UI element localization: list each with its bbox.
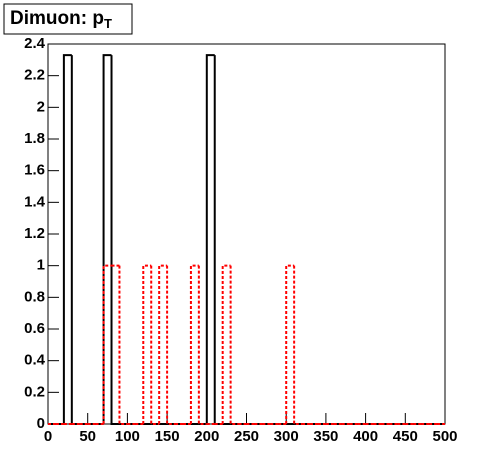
histogram-bin	[150, 265, 160, 425]
histogram-bin	[205, 54, 215, 424]
histogram-bin	[189, 264, 199, 424]
title-subscript: T	[104, 16, 112, 31]
y-tick-label: 0	[37, 415, 45, 432]
y-tick-label: 1.4	[24, 193, 46, 210]
histogram-bin	[293, 265, 303, 425]
title-main: Dimuon: p	[10, 8, 104, 29]
y-tick-label: 2.4	[24, 35, 46, 52]
y-tick-label: 2	[37, 98, 45, 115]
y-tick-label: 1	[37, 257, 45, 274]
histogram-bin	[221, 264, 231, 424]
histogram-bin	[166, 265, 176, 425]
x-tick-label: 400	[353, 428, 378, 445]
histogram-bin	[197, 265, 207, 425]
histogram-bin	[62, 54, 72, 424]
x-tick-label: 450	[393, 428, 418, 445]
y-tick-label: 1.2	[24, 225, 45, 242]
histogram-bin	[110, 55, 120, 425]
x-tick-label: 200	[194, 428, 219, 445]
x-tick-label: 500	[432, 428, 457, 445]
x-tick-label: 250	[234, 428, 259, 445]
x-tick-label: 50	[79, 428, 96, 445]
y-tick-label: 0.6	[24, 320, 45, 337]
y-tick-label: 1.8	[24, 130, 45, 147]
x-tick-label: 350	[313, 428, 338, 445]
x-tick-label: 0	[44, 428, 52, 445]
chart-title: Dimuon: pT	[10, 8, 112, 31]
y-tick-label: 2.2	[24, 67, 45, 84]
y-tick-label: 0.2	[24, 383, 45, 400]
x-tick-label: 150	[155, 428, 180, 445]
histogram-bin	[142, 264, 152, 424]
y-tick-label: 1.6	[24, 162, 45, 179]
y-tick-label: 0.8	[24, 288, 45, 305]
histogram-bin	[229, 265, 239, 425]
histogram-bin	[285, 264, 295, 424]
y-tick-label: 0.4	[24, 352, 46, 369]
title-box	[3, 3, 133, 35]
x-tick-label: 100	[115, 428, 140, 445]
histogram-bin	[158, 264, 168, 424]
histogram-bin	[102, 264, 112, 424]
histogram-bin	[118, 265, 128, 425]
x-tick-label: 300	[274, 428, 299, 445]
